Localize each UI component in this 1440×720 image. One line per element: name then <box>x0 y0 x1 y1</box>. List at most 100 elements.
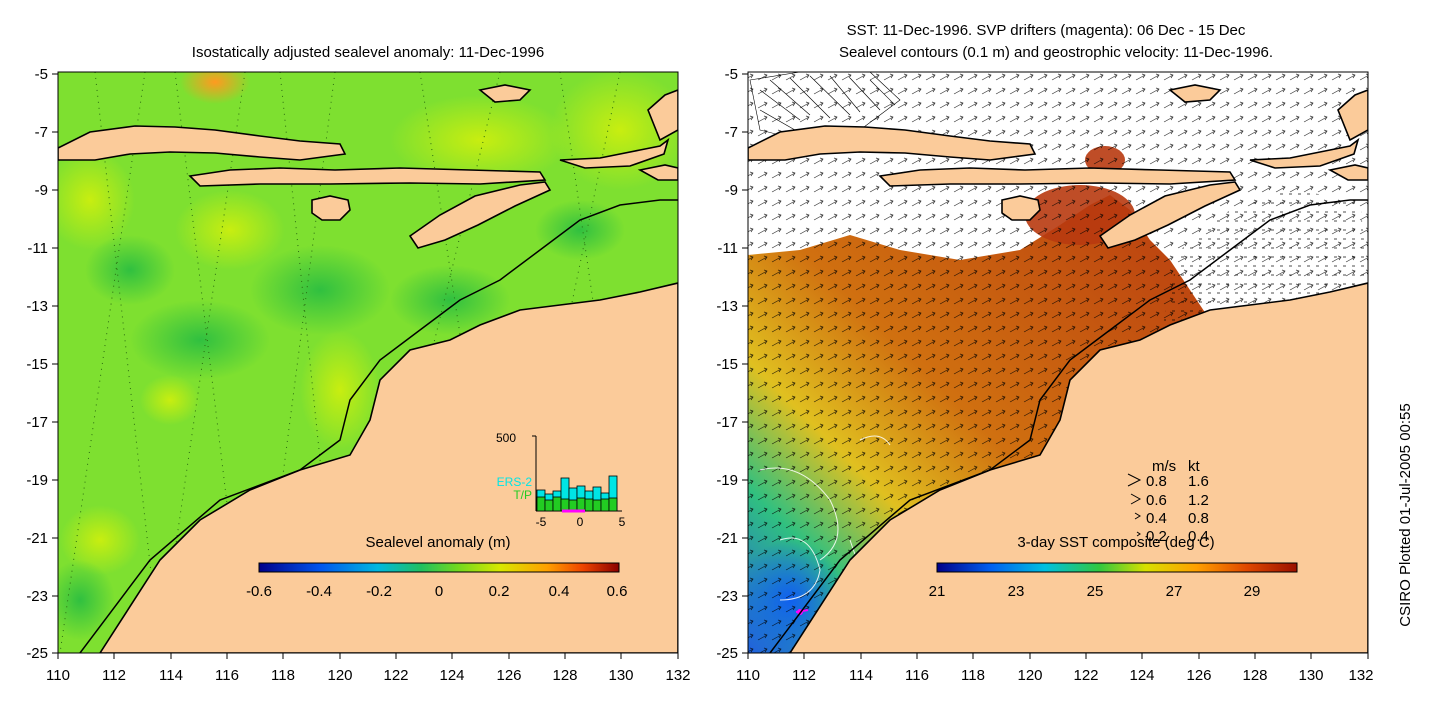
x-tick-label: 110 <box>736 667 760 684</box>
sla-colorbar-tick: -0.6 <box>246 583 272 600</box>
histogram-x-tick: 5 <box>619 515 626 529</box>
sla-colorbar-tick: 0.4 <box>549 583 570 600</box>
y-tick-label: -9 <box>725 182 738 199</box>
isobath-line <box>79 199 678 653</box>
x-tick-label: 116 <box>905 667 929 684</box>
histogram-bars <box>536 475 618 512</box>
right-frame <box>747 71 1369 654</box>
x-tick-label: 132 <box>1348 667 1373 684</box>
y-tick-label: -15 <box>26 356 48 373</box>
speed-legend-kt: 0.8 <box>1188 510 1209 527</box>
sla-high-patch <box>180 72 250 104</box>
sla-colorbar: Sealevel anomaly (m) -0.6 -0.4 -0.2 0 0.… <box>246 534 627 600</box>
y-tick-label: -11 <box>27 240 48 257</box>
sla-yellow-patch <box>58 150 135 250</box>
x-tick-label: 132 <box>665 667 690 684</box>
right-y-axis: -5 -7 -9 -11 -13 -15 -17 -19 -21 -23 -25 <box>716 66 748 662</box>
sla-low-patch <box>390 265 510 335</box>
credit-text: CSIRO Plotted 01-Jul-2005 00:55 <box>1397 403 1414 626</box>
y-tick-label: -21 <box>26 530 48 547</box>
left-y-axis: -5 -7 -9 -11 -13 -15 -17 -19 -21 -23 -25 <box>26 66 58 662</box>
y-tick-label: -13 <box>26 298 48 315</box>
x-tick-label: 126 <box>1186 667 1211 684</box>
histogram-ers2-label: ERS-2 <box>497 475 533 489</box>
histogram-inset: 500 ERS-2 T/P -5 <box>496 431 626 529</box>
x-tick-label: 120 <box>1017 667 1042 684</box>
y-tick-label: -23 <box>716 588 738 605</box>
y-tick-label: -19 <box>716 472 738 489</box>
y-tick-label: -13 <box>716 298 738 315</box>
speed-legend-header-ms: m/s <box>1152 458 1176 475</box>
x-tick-label: 124 <box>1129 667 1154 684</box>
x-tick-label: 114 <box>159 667 183 684</box>
sla-colorbar-tick: -0.2 <box>366 583 392 600</box>
sla-low-patch <box>85 235 175 305</box>
sst-colorbar-tick: 29 <box>1244 583 1261 600</box>
right-land <box>748 84 1368 653</box>
velocity-vectors-strong <box>749 72 901 141</box>
y-tick-label: -15 <box>716 356 738 373</box>
speed-legend-kt: 0.4 <box>1188 528 1209 545</box>
x-tick-label: 130 <box>608 667 633 684</box>
speed-legend-kt: 1.6 <box>1188 473 1209 490</box>
x-tick-label: 130 <box>1298 667 1323 684</box>
speed-legend: m/s kt 0.8 1.6 0.6 1.2 0.4 0.8 0.2 0.4 <box>1127 458 1209 545</box>
x-tick-label: 128 <box>1242 667 1267 684</box>
sla-colorbar-tick: 0.6 <box>607 583 628 600</box>
right-x-axis: 110 112 114 116 118 120 122 124 126 128 … <box>736 653 1374 684</box>
y-tick-label: -19 <box>26 472 48 489</box>
velocity-vectors-strong <box>759 75 896 131</box>
x-tick-label: 128 <box>552 667 577 684</box>
y-tick-label: -9 <box>35 182 48 199</box>
sst-colorbar-tick: 21 <box>929 583 946 600</box>
y-tick-label: -17 <box>26 414 48 431</box>
speed-legend-ms: 0.2 <box>1146 528 1167 545</box>
left-frame <box>57 71 679 654</box>
sla-low-patch <box>58 560 115 640</box>
x-tick-label: 118 <box>271 667 295 684</box>
sst-colorbar: 3-day SST composite (deg C) 21 23 25 27 … <box>929 534 1298 600</box>
sla-low-patch <box>130 300 270 380</box>
x-tick-label: 118 <box>961 667 985 684</box>
speed-arrow-0.2 <box>1136 531 1141 537</box>
sla-low-patch <box>250 245 390 335</box>
y-tick-label: -5 <box>35 66 48 83</box>
y-tick-label: -17 <box>716 414 738 431</box>
sla-colorbar-tick: 0.2 <box>489 583 510 600</box>
sla-colorbar-tick: 0 <box>435 583 443 600</box>
left-title: Isostatically adjusted sealevel anomaly:… <box>192 44 544 61</box>
x-tick-label: 112 <box>792 667 816 684</box>
x-tick-label: 114 <box>849 667 873 684</box>
sla-yellow-patch <box>300 330 380 450</box>
left-map <box>58 72 678 653</box>
sla-colorbar-label: Sealevel anomaly (m) <box>365 534 510 551</box>
speed-legend-ms: 0.4 <box>1146 510 1167 527</box>
speed-legend-ms: 0.8 <box>1146 473 1167 490</box>
sla-yellow-patch <box>60 505 140 575</box>
x-tick-label: 126 <box>496 667 521 684</box>
y-tick-label: -21 <box>716 530 738 547</box>
sst-colorbar-tick: 25 <box>1087 583 1104 600</box>
histogram-x-tick: 0 <box>577 515 584 529</box>
histogram-tp-label: T/P <box>513 488 532 502</box>
y-tick-label: -23 <box>26 588 48 605</box>
speed-legend-header-kt: kt <box>1188 458 1201 475</box>
left-land <box>58 84 678 653</box>
histogram-ymax: 500 <box>496 431 516 445</box>
x-tick-label: 122 <box>1073 667 1098 684</box>
y-tick-label: -7 <box>35 124 48 141</box>
y-tick-label: -11 <box>717 240 738 257</box>
speed-arrow-0.4 <box>1134 512 1141 520</box>
right-title-line2: Sealevel contours (0.1 m) and geostrophi… <box>839 44 1273 61</box>
speed-legend-kt: 1.2 <box>1188 492 1209 509</box>
x-tick-label: 116 <box>215 667 239 684</box>
x-tick-label: 120 <box>327 667 352 684</box>
sst-colorbar-label: 3-day SST composite (deg C) <box>1017 534 1214 551</box>
speed-arrow-0.6 <box>1130 493 1142 505</box>
y-tick-label: -25 <box>716 645 738 662</box>
x-tick-label: 112 <box>102 667 126 684</box>
isobath-line <box>769 199 1368 653</box>
histogram-x-tick: -5 <box>536 515 547 529</box>
x-tick-label: 122 <box>383 667 408 684</box>
